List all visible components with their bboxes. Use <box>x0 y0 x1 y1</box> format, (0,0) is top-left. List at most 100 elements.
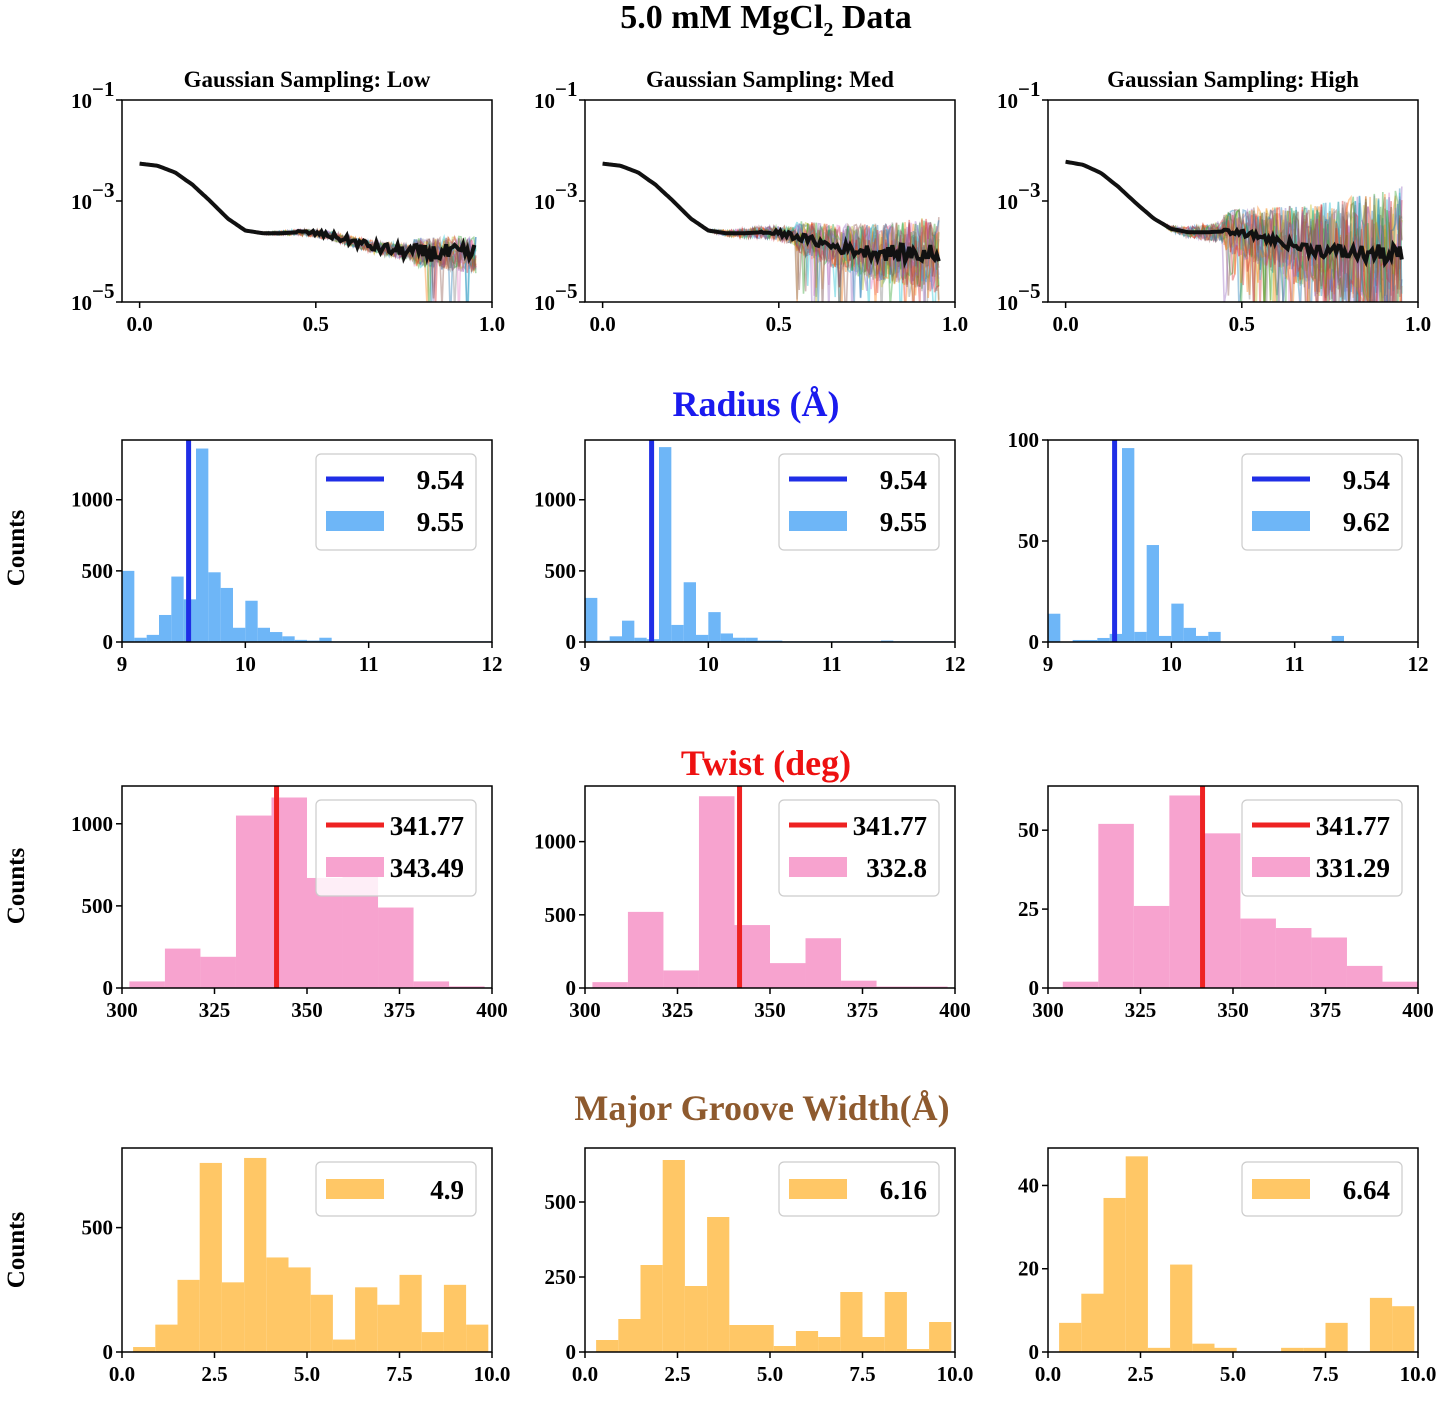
twist-2-legend-bar-swatch <box>789 857 847 877</box>
twist-1-xtick-label: 375 <box>384 998 416 1022</box>
groove-3-legend-label: 6.64 <box>1343 1175 1390 1205</box>
radius-1-xtick-label: 11 <box>359 652 379 676</box>
groove-1-bar <box>399 1274 422 1352</box>
twist-counts-label: Counts <box>3 848 30 925</box>
radius-2-ytick-label: 0 <box>566 630 577 654</box>
groove-1-plot-area <box>133 1157 489 1352</box>
groove-3-bar <box>1303 1347 1326 1352</box>
twist-3-bar <box>1169 795 1205 988</box>
groove-2-bar <box>795 1331 819 1352</box>
twist-1-bar <box>129 981 165 988</box>
twist-1-xtick-label: 300 <box>106 998 138 1022</box>
groove-2-xtick-label: 0.0 <box>572 1362 598 1386</box>
radius-1-ytick-label: 1000 <box>71 488 113 512</box>
groove-3-bar <box>1170 1264 1193 1352</box>
radius-1-bar <box>233 627 246 642</box>
twist-3-bar <box>1240 918 1276 988</box>
radius-2-xtick-label: 10 <box>698 652 719 676</box>
figure-title: 5.0 mM MgCl2 Data <box>620 0 911 41</box>
radius-3-ytick-label: 50 <box>1018 529 1039 553</box>
groove-1-panel: 0.0 2.5 5.0 7.5 10.0 0 500 4.9 <box>82 1147 510 1386</box>
twist-3-xtick-label: 300 <box>1032 998 1064 1022</box>
twist-1-ytick-label: 0 <box>103 976 114 1000</box>
figure-title-subscript: 2 <box>823 19 833 41</box>
twist-1-ytick-label: 500 <box>82 894 114 918</box>
radius-3-bar <box>1097 637 1110 642</box>
twist-1-bar <box>164 948 201 988</box>
groove-2-bar <box>840 1292 863 1352</box>
saxs-1-ytick-label: 10 <box>71 291 92 315</box>
groove-3-legend-bar-swatch <box>1252 1179 1310 1199</box>
radius-1-ytick-label: 0 <box>103 630 114 654</box>
saxs-1-trace <box>139 162 477 302</box>
saxs-3-ytick-exponent: −5 <box>1018 279 1040 303</box>
radius-3-ytick-label: 100 <box>1008 428 1040 452</box>
twist-3-bar <box>1382 981 1418 988</box>
radius-1-bar <box>146 634 159 642</box>
radius-3-bar <box>1048 613 1061 642</box>
twist-3-bar <box>1098 823 1134 988</box>
groove-2-bar <box>906 1349 930 1352</box>
twist-2-xtick-label: 325 <box>662 998 694 1022</box>
radius-2-bar <box>659 447 672 642</box>
twist-2-legend-label: 332.8 <box>866 853 927 883</box>
twist-3-ytick-label: 25 <box>1018 897 1039 921</box>
saxs-2-xtick-label: 1.0 <box>942 312 968 336</box>
radius-2-ytick-label: 1000 <box>534 488 576 512</box>
radius-3-legend-label: 9.62 <box>1343 507 1390 537</box>
groove-3-xtick-label: 10.0 <box>1400 1362 1437 1386</box>
groove-3-legend <box>1241 1161 1403 1217</box>
radius-1-bar <box>134 637 147 642</box>
groove-1-bar <box>377 1304 400 1352</box>
radius-2-xtick-label: 12 <box>945 652 966 676</box>
groove-2-xtick-label: 7.5 <box>849 1362 875 1386</box>
radius-2-legend-label: 9.54 <box>880 465 927 495</box>
radius-3-legend-label: 9.54 <box>1343 465 1390 495</box>
radius-3-legend-bar-swatch <box>1252 511 1310 531</box>
groove-2-bar <box>929 1322 952 1352</box>
groove-3-bar <box>1147 1347 1171 1352</box>
saxs-2-trace <box>602 162 940 302</box>
twist-3-xtick-label: 350 <box>1217 998 1249 1022</box>
saxs-1-ytick-exponent: −5 <box>92 279 114 303</box>
twist-2-bar <box>698 796 735 988</box>
groove-3-bar <box>1103 1197 1126 1352</box>
twist-3-xtick-label: 400 <box>1402 998 1434 1022</box>
radius-1-xtick-label: 12 <box>482 652 503 676</box>
radius-1-xtick-label: 9 <box>117 652 128 676</box>
groove-3-xtick-label: 2.5 <box>1127 1362 1153 1386</box>
saxs-3-ytick-label: 10 <box>997 190 1018 214</box>
radius-3-bar <box>1208 631 1221 642</box>
groove-1-bar <box>266 1257 289 1352</box>
radius-3-bar <box>1196 635 1209 642</box>
groove-3-xtick-label: 0.0 <box>1035 1362 1061 1386</box>
saxs-1-plot-area <box>139 161 477 302</box>
twist-3-legend-label: 331.29 <box>1316 853 1390 883</box>
twist-3-plot-area <box>1062 786 1418 988</box>
groove-3-ytick-label: 0 <box>1029 1340 1040 1364</box>
saxs-3-mean-curve <box>1065 159 1404 269</box>
twist-3-xtick-label: 375 <box>1310 998 1342 1022</box>
groove-2-ytick-label: 500 <box>545 1190 577 1214</box>
groove-2-bar <box>884 1292 907 1352</box>
groove-2-panel: 0.0 2.5 5.0 7.5 10.0 0 250 500 6.16 <box>545 1147 973 1386</box>
saxs-2-title: Gaussian Sampling: Med <box>646 67 894 92</box>
groove-2-legend <box>778 1161 940 1217</box>
twist-2-bar <box>663 970 699 988</box>
saxs-1-ytick-exponent: −1 <box>92 77 114 101</box>
saxs-3-xtick-label: 0.5 <box>1229 312 1255 336</box>
radius-3-xtick-label: 12 <box>1408 652 1429 676</box>
twist-2-legend-label: 341.77 <box>853 811 927 841</box>
radius-3-xtick-label: 11 <box>1285 652 1305 676</box>
groove-1-bar <box>355 1287 378 1352</box>
twist-1-xtick-label: 325 <box>199 998 231 1022</box>
twist-3-ytick-label: 50 <box>1018 818 1039 842</box>
groove-1-xtick-label: 2.5 <box>201 1362 227 1386</box>
groove-1-bar <box>133 1347 156 1352</box>
twist-1-legend-label: 343.49 <box>390 853 464 883</box>
twist-2-xtick-label: 400 <box>939 998 971 1022</box>
saxs-2-xtick-label: 0.0 <box>589 312 615 336</box>
